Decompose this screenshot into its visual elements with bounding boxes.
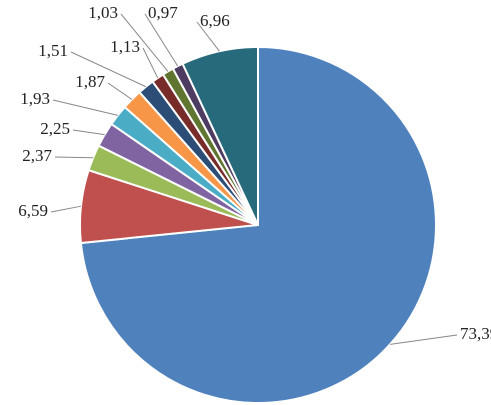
leader-line [52, 99, 118, 116]
data-label: 1,51 [38, 41, 68, 60]
leader-line [50, 205, 82, 213]
data-label: 0,97 [148, 3, 178, 22]
data-label: 6,59 [18, 201, 48, 220]
leader-line [144, 13, 179, 67]
leader-line [389, 334, 458, 345]
data-label: 1,13 [110, 37, 140, 56]
data-label: 1,03 [88, 3, 118, 22]
data-label: 73,39 [460, 324, 491, 343]
data-label: 2,37 [22, 146, 52, 165]
leader-line [107, 82, 133, 100]
leader-line [54, 156, 94, 159]
leader-line [70, 51, 147, 88]
data-label: 1,87 [75, 72, 105, 91]
data-label: 1,93 [20, 89, 50, 108]
data-label: 2,25 [40, 119, 70, 138]
data-label: 6,96 [200, 11, 230, 30]
leader-line [72, 129, 105, 136]
leader-line [196, 21, 220, 52]
leader-line [142, 47, 159, 79]
leader-line [120, 13, 169, 72]
